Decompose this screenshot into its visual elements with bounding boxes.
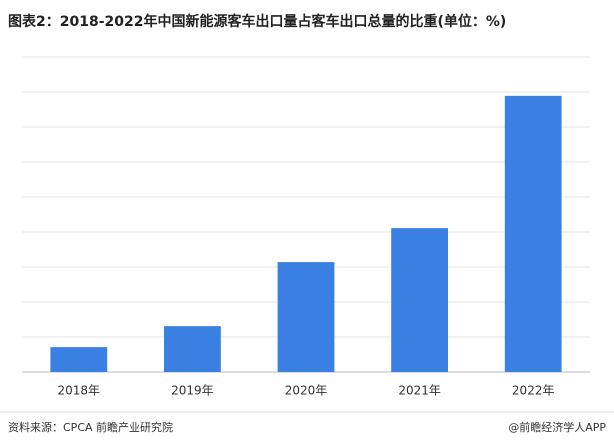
- bar: [50, 347, 108, 372]
- bar: [391, 228, 448, 372]
- x-tick-label: 2019年: [171, 384, 214, 398]
- chart-title: 图表2：2018-2022年中国新能源客车出口量占客车出口总量的比重(单位：%): [8, 13, 506, 30]
- bar: [164, 326, 221, 372]
- x-tick-label: 2020年: [285, 384, 328, 398]
- x-tick-label: 2022年: [512, 384, 555, 398]
- bar: [504, 95, 562, 372]
- x-tick-label: 2021年: [398, 384, 441, 398]
- credit: @前瞻经济学人APP: [508, 420, 606, 434]
- x-tick-label: 2018年: [58, 384, 101, 398]
- bar: [277, 262, 335, 372]
- source: 资料来源：CPCA 前瞻产业研究院: [8, 420, 173, 434]
